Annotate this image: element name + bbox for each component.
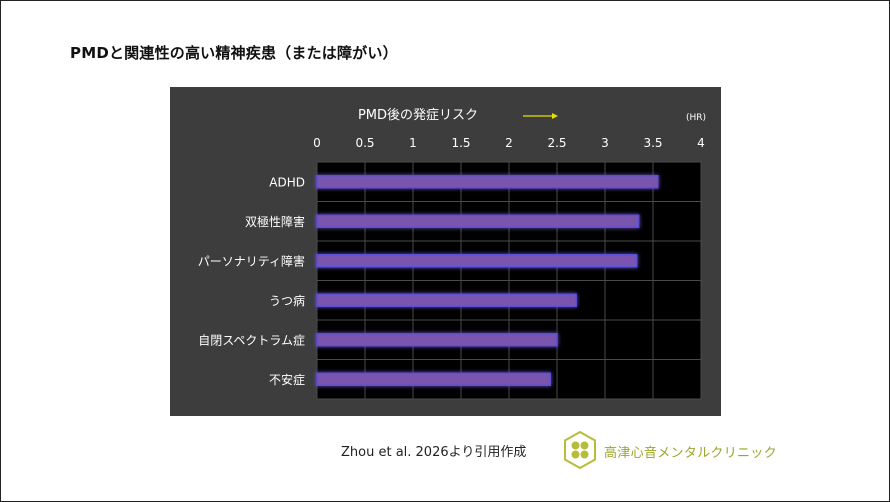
bar bbox=[316, 293, 577, 307]
chart-title: PMD後の発症リスク bbox=[358, 108, 478, 123]
title-arrow bbox=[523, 113, 558, 119]
x-tick-label: 0.5 bbox=[355, 136, 374, 150]
source-citation: Zhou et al. 2026より引用作成 bbox=[341, 445, 527, 460]
bar bbox=[316, 372, 552, 386]
unit-label: (HR) bbox=[686, 113, 706, 123]
x-tick-label: 1 bbox=[409, 136, 417, 150]
slide-title: PMDと関連性の高い精神疾患（または障がい） bbox=[70, 44, 398, 62]
x-tick-label: 2 bbox=[505, 136, 513, 150]
x-tick-label: 3 bbox=[601, 136, 609, 150]
bar bbox=[316, 214, 640, 228]
category-label: パーソナリティ障害 bbox=[198, 253, 305, 268]
x-tick-label: 0 bbox=[313, 136, 321, 150]
x-tick-label: 4 bbox=[697, 136, 705, 150]
x-tick-label: 1.5 bbox=[451, 136, 470, 150]
category-label: 双極性障害 bbox=[245, 214, 305, 229]
x-tick-label: 2.5 bbox=[547, 136, 566, 150]
category-label: 不安症 bbox=[269, 372, 305, 387]
chart-panel: PMD後の発症リスク (HR) 0 0.5 1 1.5 2 2.5 3 3.5 4 ADHD 双極性… bbox=[170, 87, 721, 416]
bar bbox=[316, 254, 638, 268]
bar bbox=[316, 333, 558, 347]
x-tick-label: 3.5 bbox=[643, 136, 662, 150]
plot-area: 0 0.5 1 1.5 2 2.5 3 3.5 4 ADHD 双極性障害パーソナリティ障害うつ病自閉… bbox=[198, 136, 705, 400]
bar bbox=[316, 175, 659, 189]
category-label: ADHD bbox=[269, 175, 305, 189]
category-label: うつ病 bbox=[269, 293, 305, 308]
category-label: 自閉スペクトラム症 bbox=[198, 332, 305, 347]
hr-bar-chart: PMD後の発症リスク (HR) 0 0.5 1 1.5 2 2.5 3 3.5 4 ADHD 双極性… bbox=[198, 108, 706, 400]
clinic-name: 高津心音メンタルクリニック bbox=[604, 446, 777, 461]
clover-hexagon-icon bbox=[564, 431, 596, 469]
